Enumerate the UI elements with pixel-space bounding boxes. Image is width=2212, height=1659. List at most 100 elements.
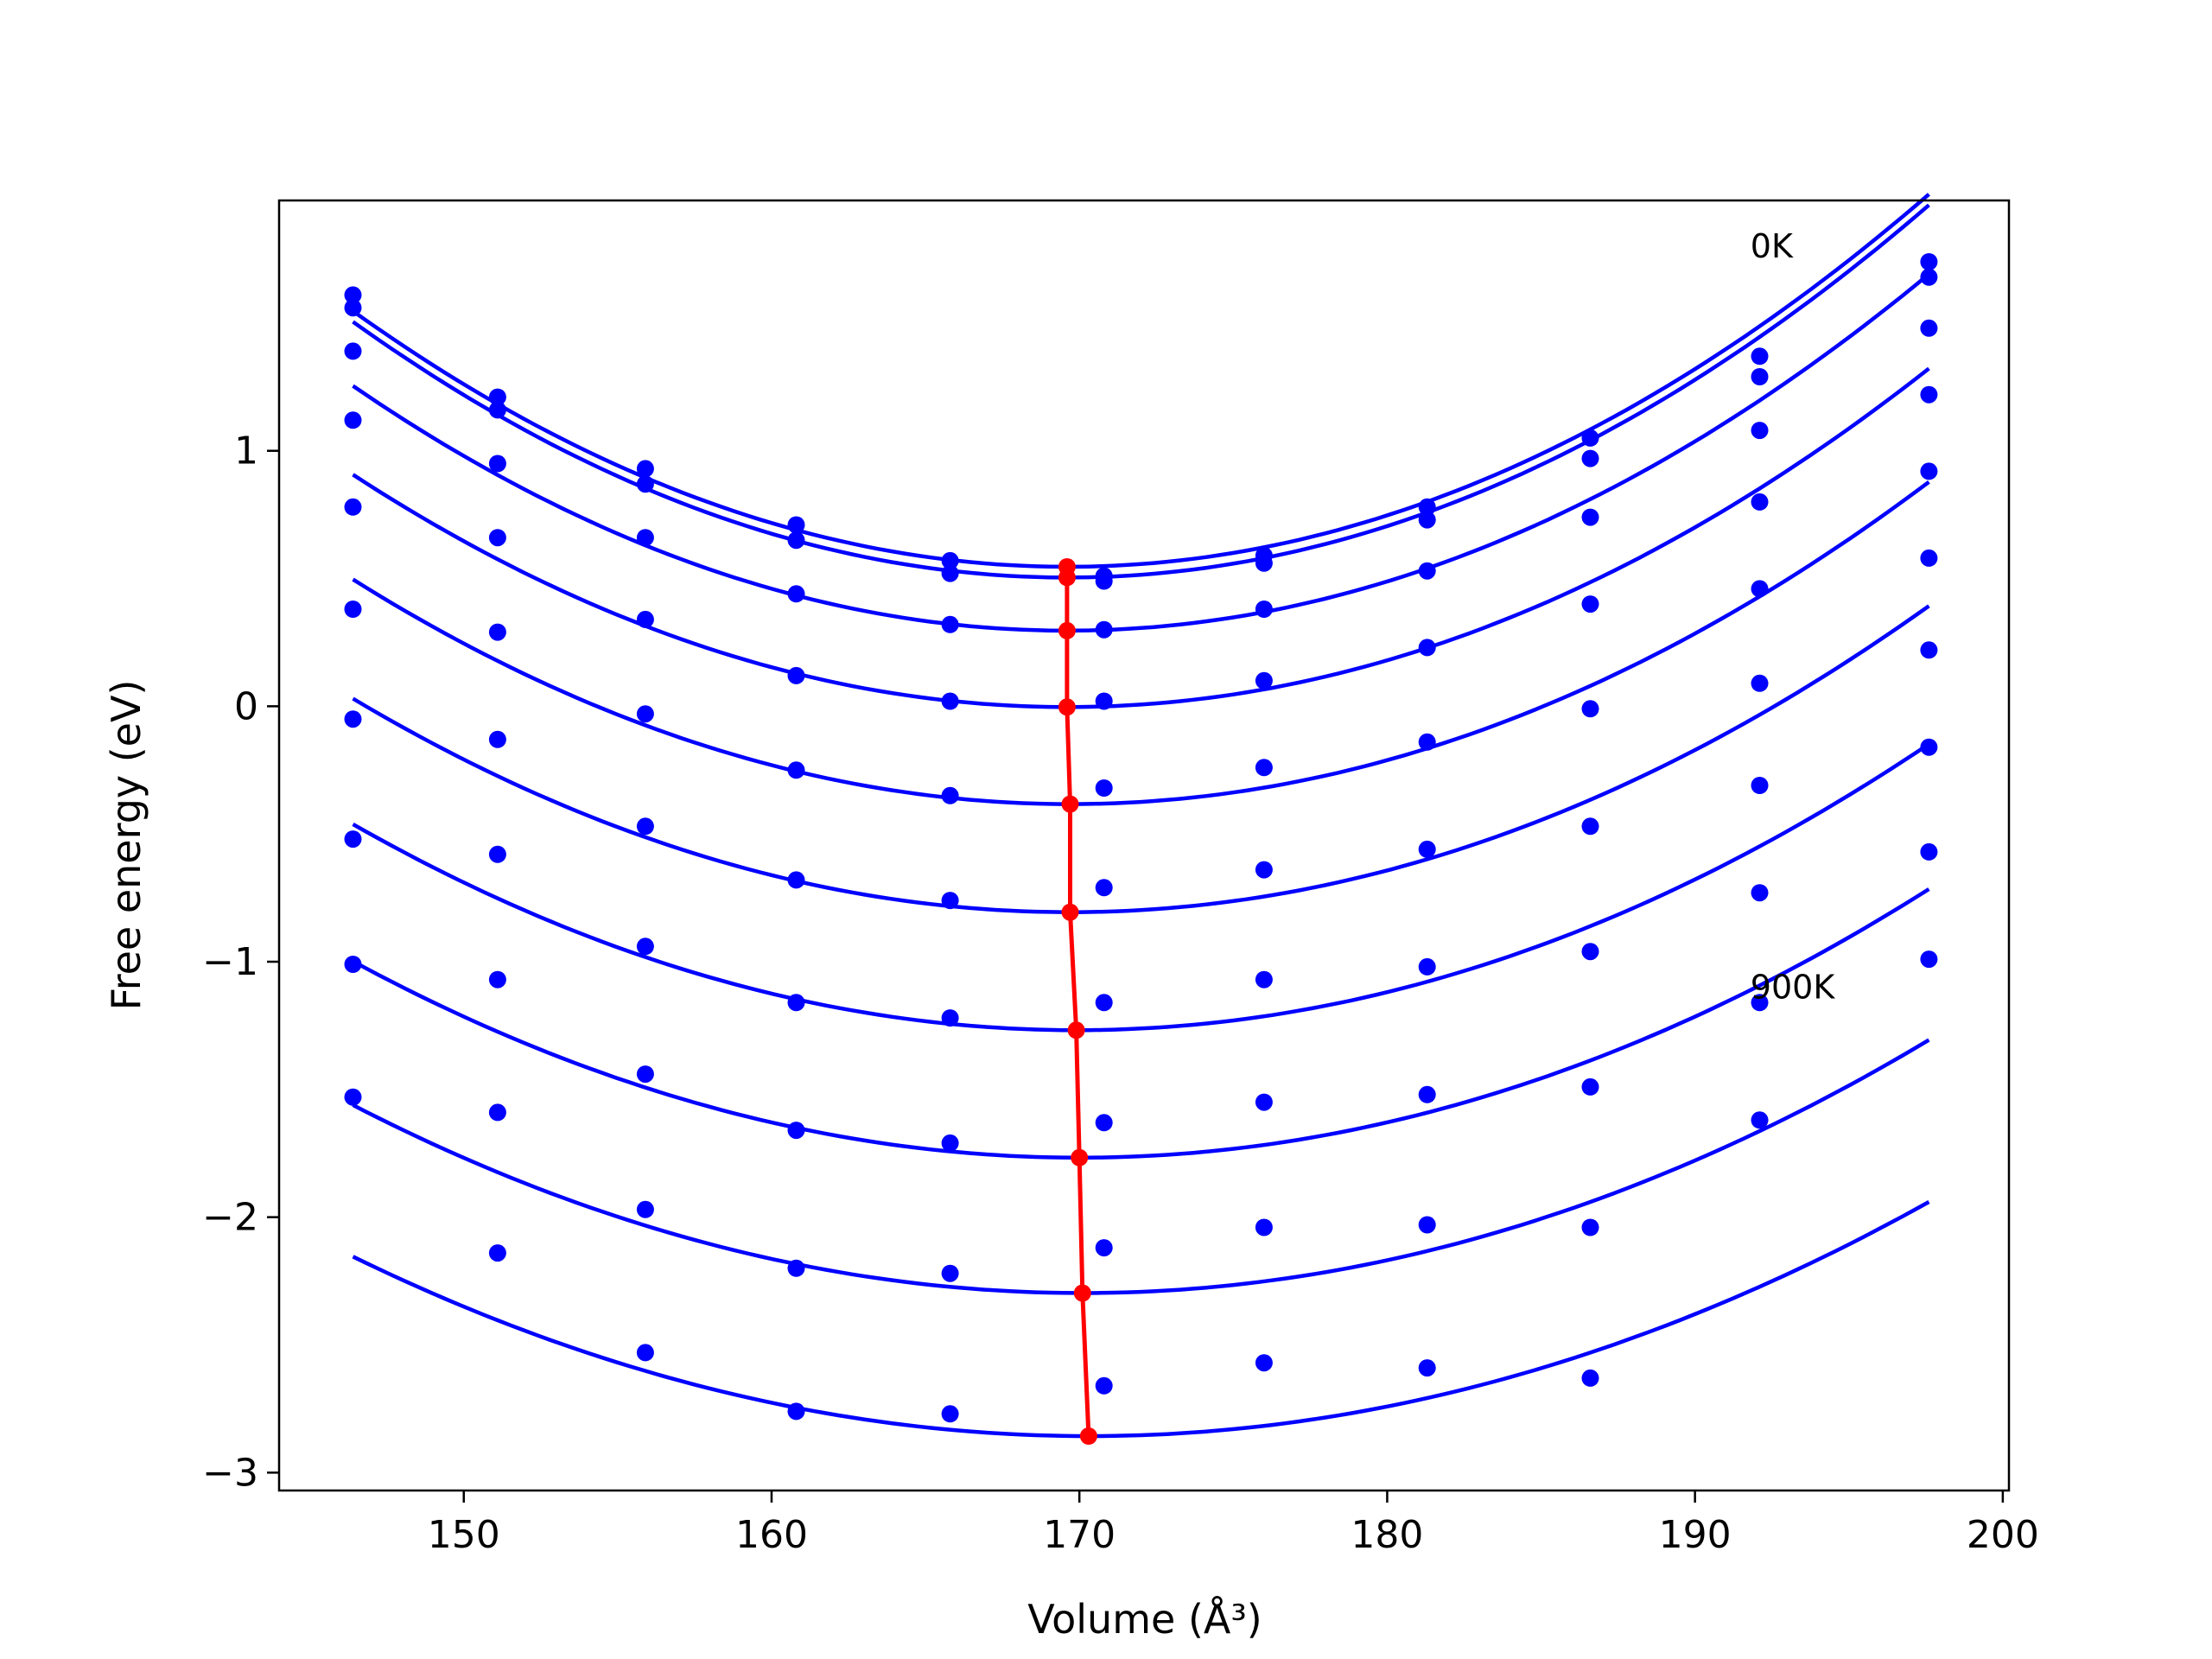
- data-point: [941, 786, 959, 804]
- data-point: [1418, 562, 1436, 580]
- fit-curve-8: [352, 1038, 1930, 1295]
- data-point: [787, 1402, 805, 1421]
- data-point: [344, 601, 362, 618]
- plot-frame: [277, 199, 2011, 1492]
- data-point: [636, 705, 654, 723]
- data-point: [1751, 368, 1769, 385]
- data-point: [1751, 347, 1769, 365]
- data-point: [941, 692, 959, 710]
- x-tick-label: 190: [1659, 1513, 1732, 1557]
- data-point: [1255, 554, 1273, 572]
- data-point: [1418, 733, 1436, 751]
- data-point: [1418, 957, 1436, 976]
- y-tick-label: −1: [202, 940, 258, 984]
- data-point: [1581, 508, 1599, 526]
- data-point: [1095, 620, 1113, 639]
- minimum-point: [1079, 1427, 1097, 1445]
- data-point: [1581, 1218, 1599, 1236]
- minimum-point: [1058, 569, 1076, 587]
- data-point: [1581, 943, 1599, 961]
- data-point: [787, 1259, 805, 1277]
- data-point: [344, 286, 362, 304]
- data-point: [488, 845, 506, 863]
- x-axis-ticks: 150 160 170 180 190 200: [428, 1491, 2039, 1557]
- data-point: [1920, 842, 1938, 861]
- data-point: [1255, 1093, 1273, 1111]
- fit-curve-1: [352, 203, 1930, 580]
- data-point: [1751, 674, 1769, 692]
- data-point: [488, 623, 506, 641]
- fit-curve-6: [352, 742, 1930, 1033]
- data-point: [636, 610, 654, 628]
- fit-curve-4: [352, 480, 1930, 806]
- minimum-point: [1058, 621, 1076, 639]
- x-axis-label: Volume (Å³): [1027, 1596, 1262, 1643]
- data-point: [1255, 759, 1273, 777]
- data-point: [1920, 319, 1938, 337]
- data-point: [1581, 700, 1599, 718]
- y-axis-ticks: −3 −2 −1 0 1: [202, 429, 279, 1495]
- y-tick-label: 0: [234, 684, 258, 728]
- fit-curve-7: [352, 887, 1930, 1160]
- y-tick-label: 1: [234, 429, 258, 474]
- data-point: [488, 1244, 506, 1262]
- minimum-point: [1067, 1021, 1085, 1039]
- data-point: [1095, 1376, 1113, 1395]
- data-point: [344, 411, 362, 429]
- data-point: [787, 1122, 805, 1140]
- data-point: [1751, 994, 1769, 1012]
- fit-curve-9: [352, 1200, 1930, 1439]
- minimum-line: [1058, 558, 1097, 1445]
- data-point: [488, 401, 506, 419]
- data-point: [488, 730, 506, 748]
- annotation-0k: 0K: [1751, 227, 1794, 265]
- data-point: [1255, 601, 1273, 618]
- data-point: [941, 551, 959, 569]
- fit-curves: [352, 193, 1930, 1439]
- data-point: [636, 1344, 654, 1362]
- data-point: [1418, 639, 1436, 657]
- data-point: [1920, 385, 1938, 404]
- data-point: [636, 529, 654, 547]
- data-point: [1920, 738, 1938, 756]
- data-point: [941, 1264, 959, 1282]
- data-point: [787, 516, 805, 534]
- minimum-point: [1061, 795, 1079, 813]
- data-point: [488, 529, 506, 547]
- data-point: [787, 871, 805, 889]
- data-point: [1095, 1114, 1113, 1132]
- y-tick-label: −3: [202, 1451, 258, 1495]
- data-point: [636, 460, 654, 478]
- data-point: [344, 299, 362, 317]
- data-point: [1418, 511, 1436, 529]
- data-point: [636, 475, 654, 493]
- data-point: [1095, 779, 1113, 797]
- data-point: [1920, 268, 1938, 286]
- data-point: [1095, 572, 1113, 590]
- fit-curve-0: [352, 193, 1930, 569]
- data-point: [1255, 1218, 1273, 1236]
- data-point: [1581, 595, 1599, 613]
- data-point: [344, 710, 362, 728]
- data-point: [636, 938, 654, 956]
- x-tick-label: 170: [1043, 1513, 1116, 1557]
- data-point: [1751, 777, 1769, 794]
- data-point: [344, 830, 362, 849]
- data-point: [636, 1200, 654, 1218]
- data-point: [941, 615, 959, 633]
- data-point: [1920, 641, 1938, 659]
- data-point: [787, 994, 805, 1012]
- data-point: [488, 388, 506, 406]
- data-point: [1255, 671, 1273, 690]
- data-point: [1751, 1111, 1769, 1129]
- data-point: [941, 1405, 959, 1423]
- annotation-900k: 900K: [1751, 969, 1836, 1007]
- fit-curve-5: [352, 604, 1930, 914]
- data-point: [941, 1134, 959, 1152]
- data-point: [1095, 879, 1113, 897]
- x-tick-label: 150: [428, 1513, 500, 1557]
- data-point: [941, 892, 959, 910]
- data-point: [1581, 1077, 1599, 1096]
- data-point: [787, 585, 805, 603]
